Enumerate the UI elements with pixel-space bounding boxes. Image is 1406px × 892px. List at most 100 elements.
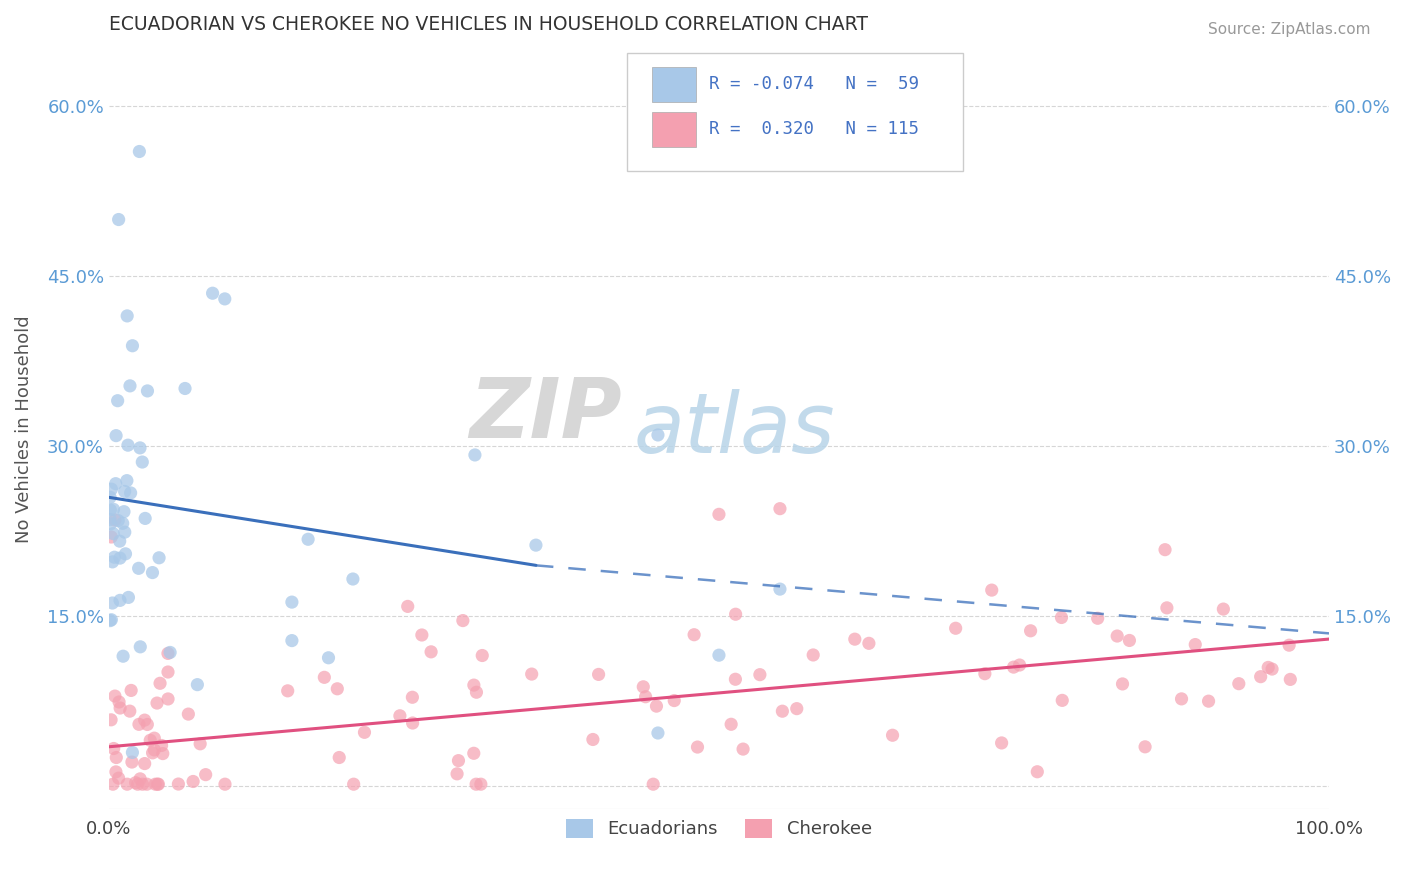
Text: ECUADORIAN VS CHEROKEE NO VEHICLES IN HOUSEHOLD CORRELATION CHART: ECUADORIAN VS CHEROKEE NO VEHICLES IN HO… [108,15,868,34]
Point [129,441,152,455]
Point [1250,670,1272,684]
Point [104,513,127,527]
Point [314,670,336,684]
Point [1026,764,1049,779]
Point [388,708,411,723]
Point [465,685,488,699]
Point [136,384,159,398]
Point [108,695,131,709]
Point [326,681,349,696]
Point [633,680,655,694]
Point [647,726,669,740]
Point [143,731,166,746]
Point [201,286,224,301]
Point [343,777,366,791]
Point [1257,660,1279,674]
Point [588,667,610,681]
Text: R = -0.074   N =  59: R = -0.074 N = 59 [709,75,920,93]
Point [181,774,204,789]
Point [1154,542,1177,557]
Point [156,665,179,679]
Point [342,572,364,586]
Point [451,614,474,628]
Point [1019,624,1042,638]
Point [108,534,131,549]
Point [770,704,793,718]
Point [118,704,141,718]
Point [990,736,1012,750]
Point [1198,694,1220,708]
Point [465,777,488,791]
Text: R =  0.320   N = 115: R = 0.320 N = 115 [709,120,920,138]
Point [733,742,755,756]
Point [107,514,129,528]
Point [214,777,236,791]
Point [128,717,150,731]
Point [121,339,143,353]
Point [464,448,486,462]
Point [1087,611,1109,625]
Point [104,476,127,491]
FancyBboxPatch shape [627,54,963,171]
Point [121,746,143,760]
Point [146,696,169,710]
Point [118,379,141,393]
Point [103,526,125,541]
Point [98,490,121,504]
Point [1212,602,1234,616]
Point [1278,638,1301,652]
Point [174,382,197,396]
Point [150,739,173,753]
Point [124,775,146,789]
Point [411,628,433,642]
Point [128,145,150,159]
Point [1052,693,1074,707]
Point [103,502,125,516]
Point [786,701,808,715]
Point [100,613,122,627]
Point [120,486,142,500]
Point [945,621,967,635]
Point [135,777,157,791]
Point [446,767,468,781]
Point [115,777,138,791]
Text: ZIP: ZIP [468,374,621,455]
Point [686,740,709,755]
Point [1261,662,1284,676]
Point [724,673,747,687]
Point [131,455,153,469]
Point [188,737,211,751]
Point [524,538,547,552]
Point [463,678,485,692]
Point [108,593,131,607]
Point [104,689,127,703]
Point [724,607,747,622]
Legend: Ecuadorians, Cherokee: Ecuadorians, Cherokee [558,812,879,846]
Point [1050,610,1073,624]
Point [1118,633,1140,648]
Point [134,511,156,525]
Point [114,525,136,540]
Point [353,725,375,739]
Point [139,733,162,747]
Point [186,678,208,692]
Point [136,717,159,731]
Point [141,566,163,580]
Point [149,676,172,690]
Point [115,474,138,488]
Point [297,533,319,547]
Point [114,547,136,561]
Point [683,628,706,642]
Point [1002,660,1025,674]
Point [103,550,125,565]
Point [707,508,730,522]
Point [120,683,142,698]
Point [105,750,128,764]
Point [471,648,494,663]
Point [194,767,217,781]
Point [844,632,866,647]
Point [277,683,299,698]
Point [1111,677,1133,691]
Point [100,713,122,727]
Point [101,777,124,791]
